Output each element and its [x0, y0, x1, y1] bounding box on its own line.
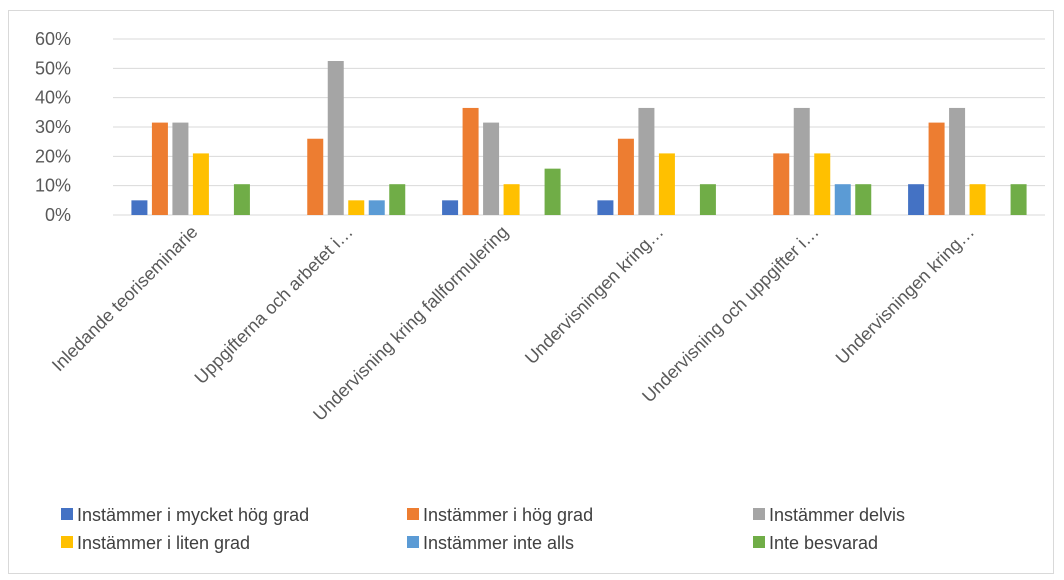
bar	[462, 107, 479, 215]
legend-swatch	[753, 508, 765, 520]
bar	[233, 184, 250, 215]
bar	[638, 107, 655, 215]
bar	[544, 168, 561, 215]
bar	[503, 184, 520, 215]
legend-label: Instämmer delvis	[769, 505, 905, 525]
legend-swatch	[61, 508, 73, 520]
bar	[442, 200, 459, 215]
bar	[855, 184, 872, 215]
bar	[773, 153, 790, 215]
legend-label: Instämmer i liten grad	[77, 533, 250, 553]
y-tick-label: 40%	[35, 88, 71, 108]
bar	[483, 122, 500, 215]
y-tick-label: 30%	[35, 117, 71, 137]
bar	[131, 200, 148, 215]
legend-swatch	[407, 508, 419, 520]
legend-swatch	[753, 536, 765, 548]
bar-chart: 0% 10% 20% 30% 40% 50% 60% Inledande teorisemin…	[35, 29, 1045, 553]
x-tick-label: Undervisningen kring…	[832, 222, 978, 368]
legend-swatch	[61, 536, 73, 548]
legend-swatch	[407, 536, 419, 548]
y-tick-label: 0%	[45, 205, 71, 225]
bar	[597, 200, 614, 215]
bar	[928, 122, 945, 215]
bar	[617, 138, 634, 215]
x-tick-label: Undervisning och uppgifter i…	[638, 222, 823, 407]
bar	[908, 184, 925, 215]
bar	[1010, 184, 1027, 215]
x-tick-label: Undervisningen kring…	[521, 222, 667, 368]
chart-frame: 0% 10% 20% 30% 40% 50% 60% Inledande teorisemin…	[8, 10, 1054, 574]
bar	[368, 200, 385, 215]
bar	[389, 184, 406, 215]
bar	[834, 184, 851, 215]
bar	[151, 122, 168, 215]
legend-label: Instämmer i mycket hög grad	[77, 505, 309, 525]
legend-label: Instämmer inte alls	[423, 533, 574, 553]
bar	[327, 61, 344, 215]
x-tick-label: Uppgifterna och arbetet i…	[191, 222, 357, 388]
bar	[793, 107, 810, 215]
bar	[348, 200, 365, 215]
bar	[658, 153, 675, 215]
x-tick-label: Inledande teoriseminarie	[48, 222, 202, 376]
bar	[949, 107, 966, 215]
legend-label: Inte besvarad	[769, 533, 878, 553]
bar	[814, 153, 831, 215]
y-tick-label: 50%	[35, 58, 71, 78]
y-tick-label: 10%	[35, 176, 71, 196]
legend-label: Instämmer i hög grad	[423, 505, 593, 525]
bar	[307, 138, 324, 215]
bar	[172, 122, 189, 215]
y-tick-label: 60%	[35, 29, 71, 49]
bar	[699, 184, 716, 215]
bar	[192, 153, 209, 215]
y-tick-label: 20%	[35, 146, 71, 166]
bar	[969, 184, 986, 215]
